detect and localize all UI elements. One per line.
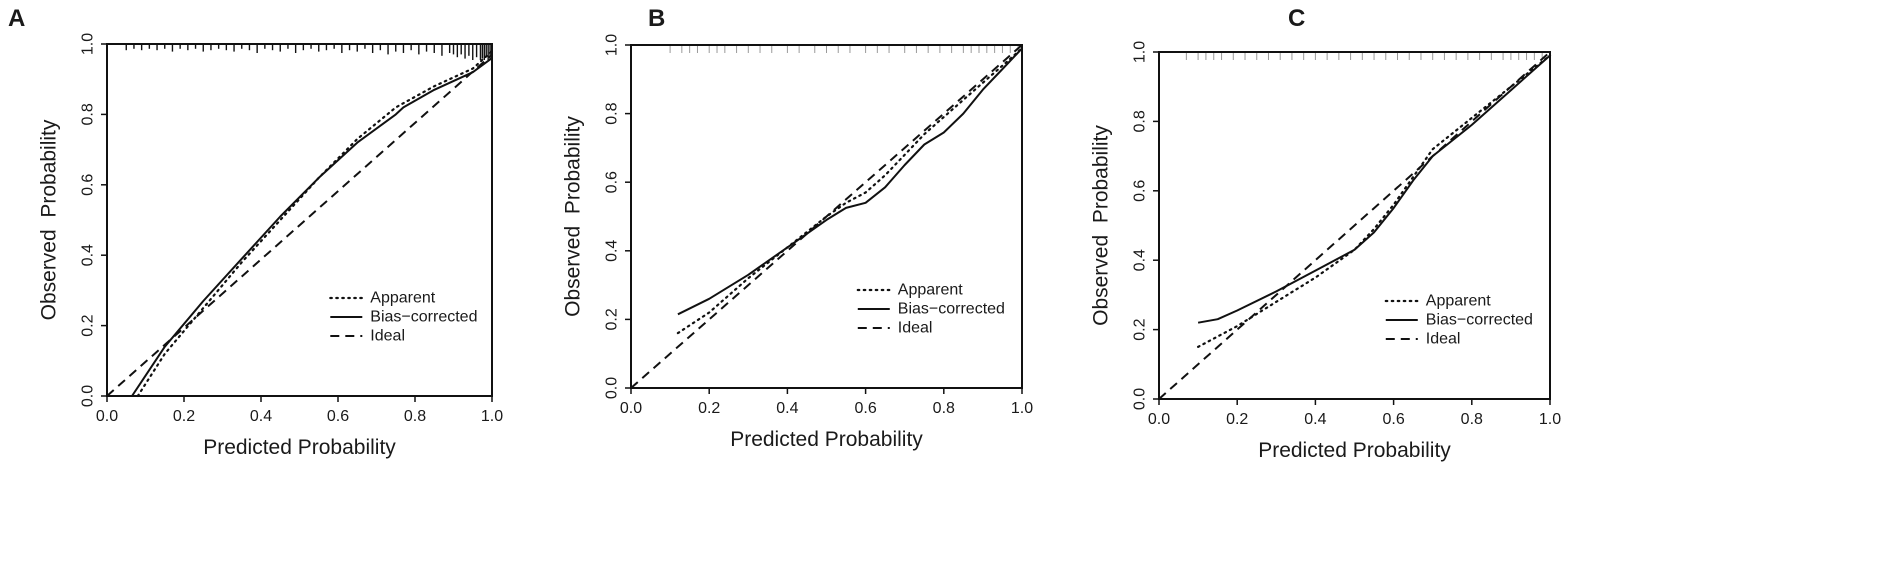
y-tick-label: 0.6 — [1132, 180, 1149, 202]
legend-label: Apparent — [1426, 293, 1491, 310]
x-tick-label: 0.8 — [404, 408, 426, 425]
x-tick-label: 0.8 — [1461, 411, 1483, 428]
legend-label: Ideal — [898, 320, 933, 337]
x-tick-label: 0.8 — [933, 400, 955, 417]
x-tick-label: 0.6 — [327, 408, 349, 425]
series-line-dashed — [106, 53, 493, 397]
y-tick-label: 0.8 — [80, 103, 97, 125]
plot-frame — [1158, 51, 1551, 400]
legend-label: Ideal — [1426, 331, 1461, 348]
y-tick-label: 0.2 — [80, 314, 97, 336]
y-axis-label: Observed Probability — [38, 119, 61, 320]
chart-panel-c: 0.0 0.2 0.4 0.6 0.8 1.0 0.0 0.2 0.4 0.6 0.8 1.0 Pred… — [1090, 41, 1562, 462]
charts-layer: 0.0 0.2 0.4 0.6 0.8 1.0 0.0 0.2 0.4 0.6 0.8 1.0 Pred… — [38, 33, 1562, 462]
panel-letter-b: B — [648, 5, 665, 32]
x-tick-label: 1.0 — [481, 408, 503, 425]
y-tick-label: 0.4 — [80, 244, 97, 266]
y-axis-label: Observed Probability — [562, 116, 585, 317]
y-tick-label: 0.0 — [80, 385, 97, 407]
panel-letter-c: C — [1288, 5, 1305, 32]
series-line-dashed — [630, 44, 1023, 389]
series-line-solid — [1197, 54, 1551, 324]
x-tick-label: 0.2 — [1226, 411, 1248, 428]
x-axis-label: Predicted Probability — [730, 428, 923, 451]
chart-panel-b: 0.0 0.2 0.4 0.6 0.8 1.0 0.0 0.2 0.4 0.6 0.8 1.0 Pred… — [562, 34, 1034, 451]
x-axis-label: Predicted Probability — [203, 436, 396, 459]
x-tick-label: 0.0 — [620, 400, 642, 417]
x-tick-label: 0.6 — [1382, 411, 1404, 428]
y-tick-label: 0.8 — [1132, 110, 1149, 132]
x-axis-label: Predicted Probability — [1258, 439, 1451, 462]
x-tick-label: 0.6 — [854, 400, 876, 417]
x-tick-label: 0.2 — [698, 400, 720, 417]
legend-label: Apparent — [370, 290, 435, 307]
x-tick-label: 0.0 — [1148, 411, 1170, 428]
series-line-solid — [131, 57, 493, 397]
x-tick-label: 1.0 — [1539, 411, 1561, 428]
y-tick-label: 1.0 — [604, 34, 621, 56]
x-tick-label: 0.0 — [96, 408, 118, 425]
legend-label: Bias−corrected — [370, 309, 477, 326]
legend-label: Bias−corrected — [898, 301, 1005, 318]
y-tick-label: 0.6 — [80, 174, 97, 196]
x-tick-label: 0.4 — [250, 408, 272, 425]
y-tick-label: 0.2 — [604, 308, 621, 330]
plot-frame — [106, 43, 493, 397]
x-tick-label: 0.2 — [173, 408, 195, 425]
legend-label: Ideal — [370, 328, 405, 345]
y-tick-label: 0.4 — [1132, 249, 1149, 271]
y-tick-label: 0.4 — [604, 240, 621, 262]
y-tick-label: 1.0 — [1132, 41, 1149, 63]
chart-panel-a: 0.0 0.2 0.4 0.6 0.8 1.0 0.0 0.2 0.4 0.6 0.8 1.0 Pred… — [38, 33, 504, 459]
x-tick-label: 1.0 — [1011, 400, 1033, 417]
legend-label: Apparent — [898, 282, 963, 299]
panel-letter-a: A — [8, 5, 25, 32]
y-tick-label: 0.6 — [604, 171, 621, 193]
y-tick-label: 0.0 — [604, 377, 621, 399]
y-tick-label: 0.2 — [1132, 318, 1149, 340]
series-line-dashed — [1158, 51, 1551, 400]
y-axis-label: Observed Probability — [1090, 125, 1113, 326]
y-tick-label: 1.0 — [80, 33, 97, 55]
x-tick-label: 0.4 — [776, 400, 798, 417]
y-tick-label: 0.0 — [1132, 388, 1149, 410]
legend-label: Bias−corrected — [1426, 312, 1533, 329]
plot-frame — [630, 44, 1023, 389]
series-line-solid — [677, 47, 1023, 316]
y-tick-label: 0.8 — [604, 102, 621, 124]
x-tick-label: 0.4 — [1304, 411, 1326, 428]
series-line-dotted — [1196, 54, 1552, 348]
